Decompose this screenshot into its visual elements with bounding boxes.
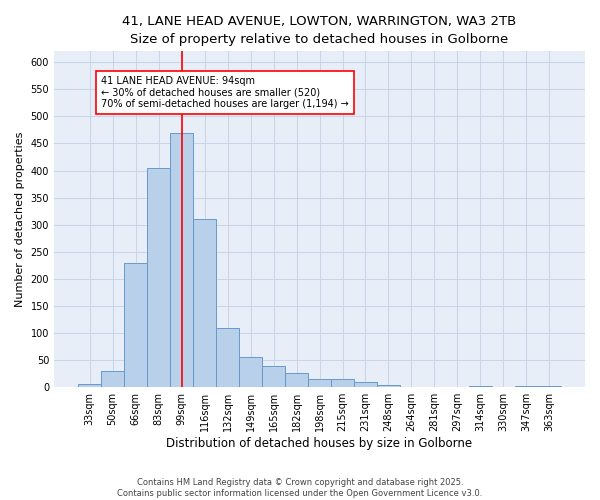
Bar <box>216 328 239 387</box>
Bar <box>147 168 170 387</box>
Bar <box>331 379 354 387</box>
Bar <box>469 386 492 387</box>
Bar <box>262 366 285 387</box>
Bar <box>377 385 400 387</box>
Text: Contains HM Land Registry data © Crown copyright and database right 2025.
Contai: Contains HM Land Registry data © Crown c… <box>118 478 482 498</box>
Bar <box>239 358 262 387</box>
Bar <box>354 382 377 387</box>
Bar <box>101 371 124 387</box>
Y-axis label: Number of detached properties: Number of detached properties <box>15 132 25 307</box>
Bar <box>170 132 193 387</box>
Text: 41 LANE HEAD AVENUE: 94sqm
← 30% of detached houses are smaller (520)
70% of sem: 41 LANE HEAD AVENUE: 94sqm ← 30% of deta… <box>101 76 349 109</box>
X-axis label: Distribution of detached houses by size in Golborne: Distribution of detached houses by size … <box>166 437 473 450</box>
Bar <box>538 386 561 387</box>
Bar <box>78 384 101 387</box>
Bar <box>308 379 331 387</box>
Title: 41, LANE HEAD AVENUE, LOWTON, WARRINGTON, WA3 2TB
Size of property relative to d: 41, LANE HEAD AVENUE, LOWTON, WARRINGTON… <box>122 15 517 46</box>
Bar <box>124 262 147 387</box>
Bar <box>193 220 216 387</box>
Bar <box>285 372 308 387</box>
Bar <box>515 386 538 387</box>
